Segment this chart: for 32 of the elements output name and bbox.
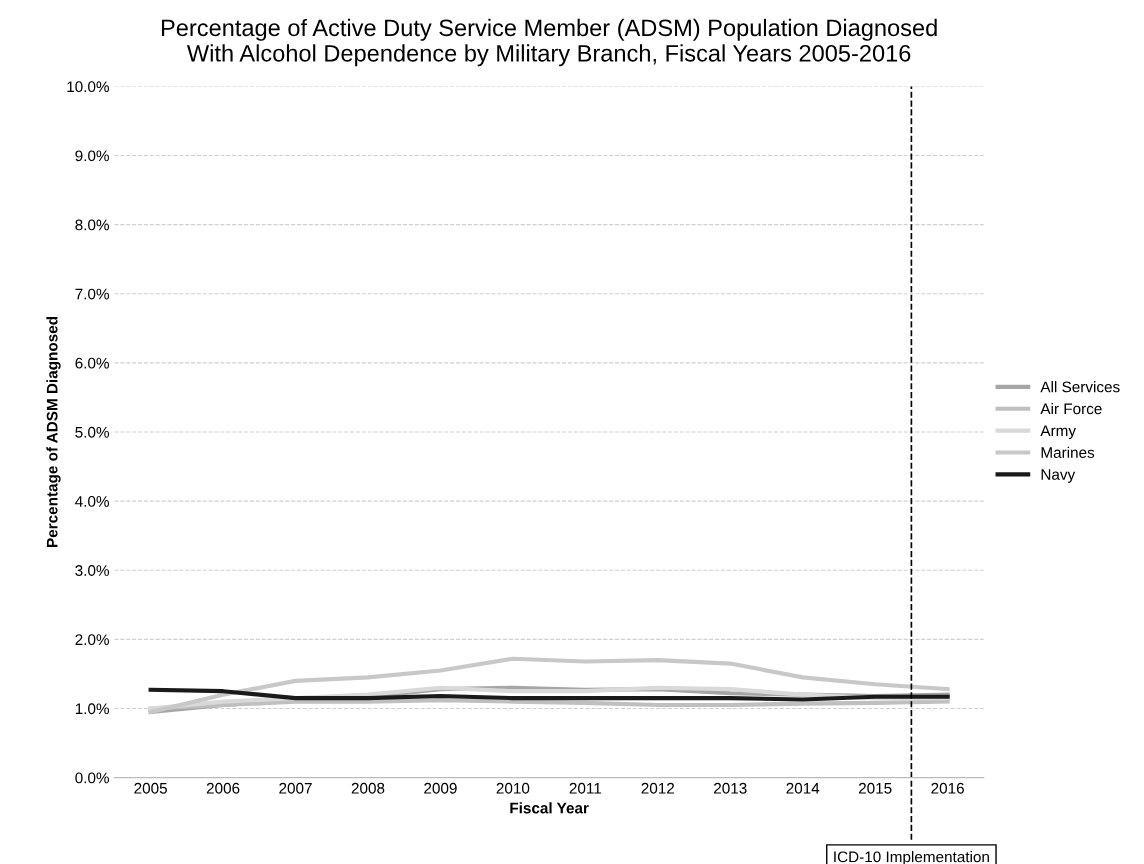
y-tick-label: 1.0%: [75, 703, 109, 715]
legend-label: Marines: [1041, 446, 1095, 458]
x-axis-title: Fiscal Year: [510, 802, 589, 814]
y-tick-label: 8.0%: [75, 219, 109, 231]
x-tick-label: 2014: [786, 782, 820, 794]
legend-label: Air Force: [1040, 403, 1102, 415]
x-tick-label: 2006: [206, 782, 240, 794]
x-tick-label: 2015: [858, 782, 892, 794]
legend-label: Army: [1040, 425, 1076, 440]
x-tick-label: 2005: [134, 782, 167, 794]
y-tick-label: 7.0%: [75, 288, 109, 300]
y-tick-label: 3.0%: [75, 565, 109, 576]
x-tick-label: 2016: [931, 782, 964, 794]
legend-label: Navy: [1041, 469, 1076, 483]
x-tick-label: 2009: [424, 782, 457, 794]
line-series: [148, 687, 950, 702]
y-tick-label: 0.0%: [75, 772, 109, 784]
x-tick-label: 2011: [569, 782, 602, 794]
y-tick-label: 9.0%: [75, 150, 109, 162]
y-tick-label: 5.0%: [75, 426, 109, 438]
x-tick-label: 2007: [279, 782, 312, 794]
x-tick-label: 2012: [641, 782, 675, 794]
y-tick-label: 2.0%: [75, 634, 109, 646]
y-tick-label: 10.0%: [67, 81, 109, 93]
x-tick-label: 2008: [351, 782, 385, 794]
legend-label: All Services: [1040, 381, 1120, 393]
y-tick-label: 6.0%: [75, 357, 109, 369]
x-tick-label: 2010: [496, 782, 530, 794]
x-tick-label: 2013: [714, 782, 747, 794]
y-tick-label: 4.0%: [75, 495, 109, 507]
y-axis-title: Percentage of ADSM Diagnosed: [46, 316, 61, 547]
chart-title: Percentage of Active Duty Service Member (ADSM) Population Diagnosed With Alcohol Dependence by Military Branch, Fiscal Years 2005-2016: [161, 18, 937, 67]
